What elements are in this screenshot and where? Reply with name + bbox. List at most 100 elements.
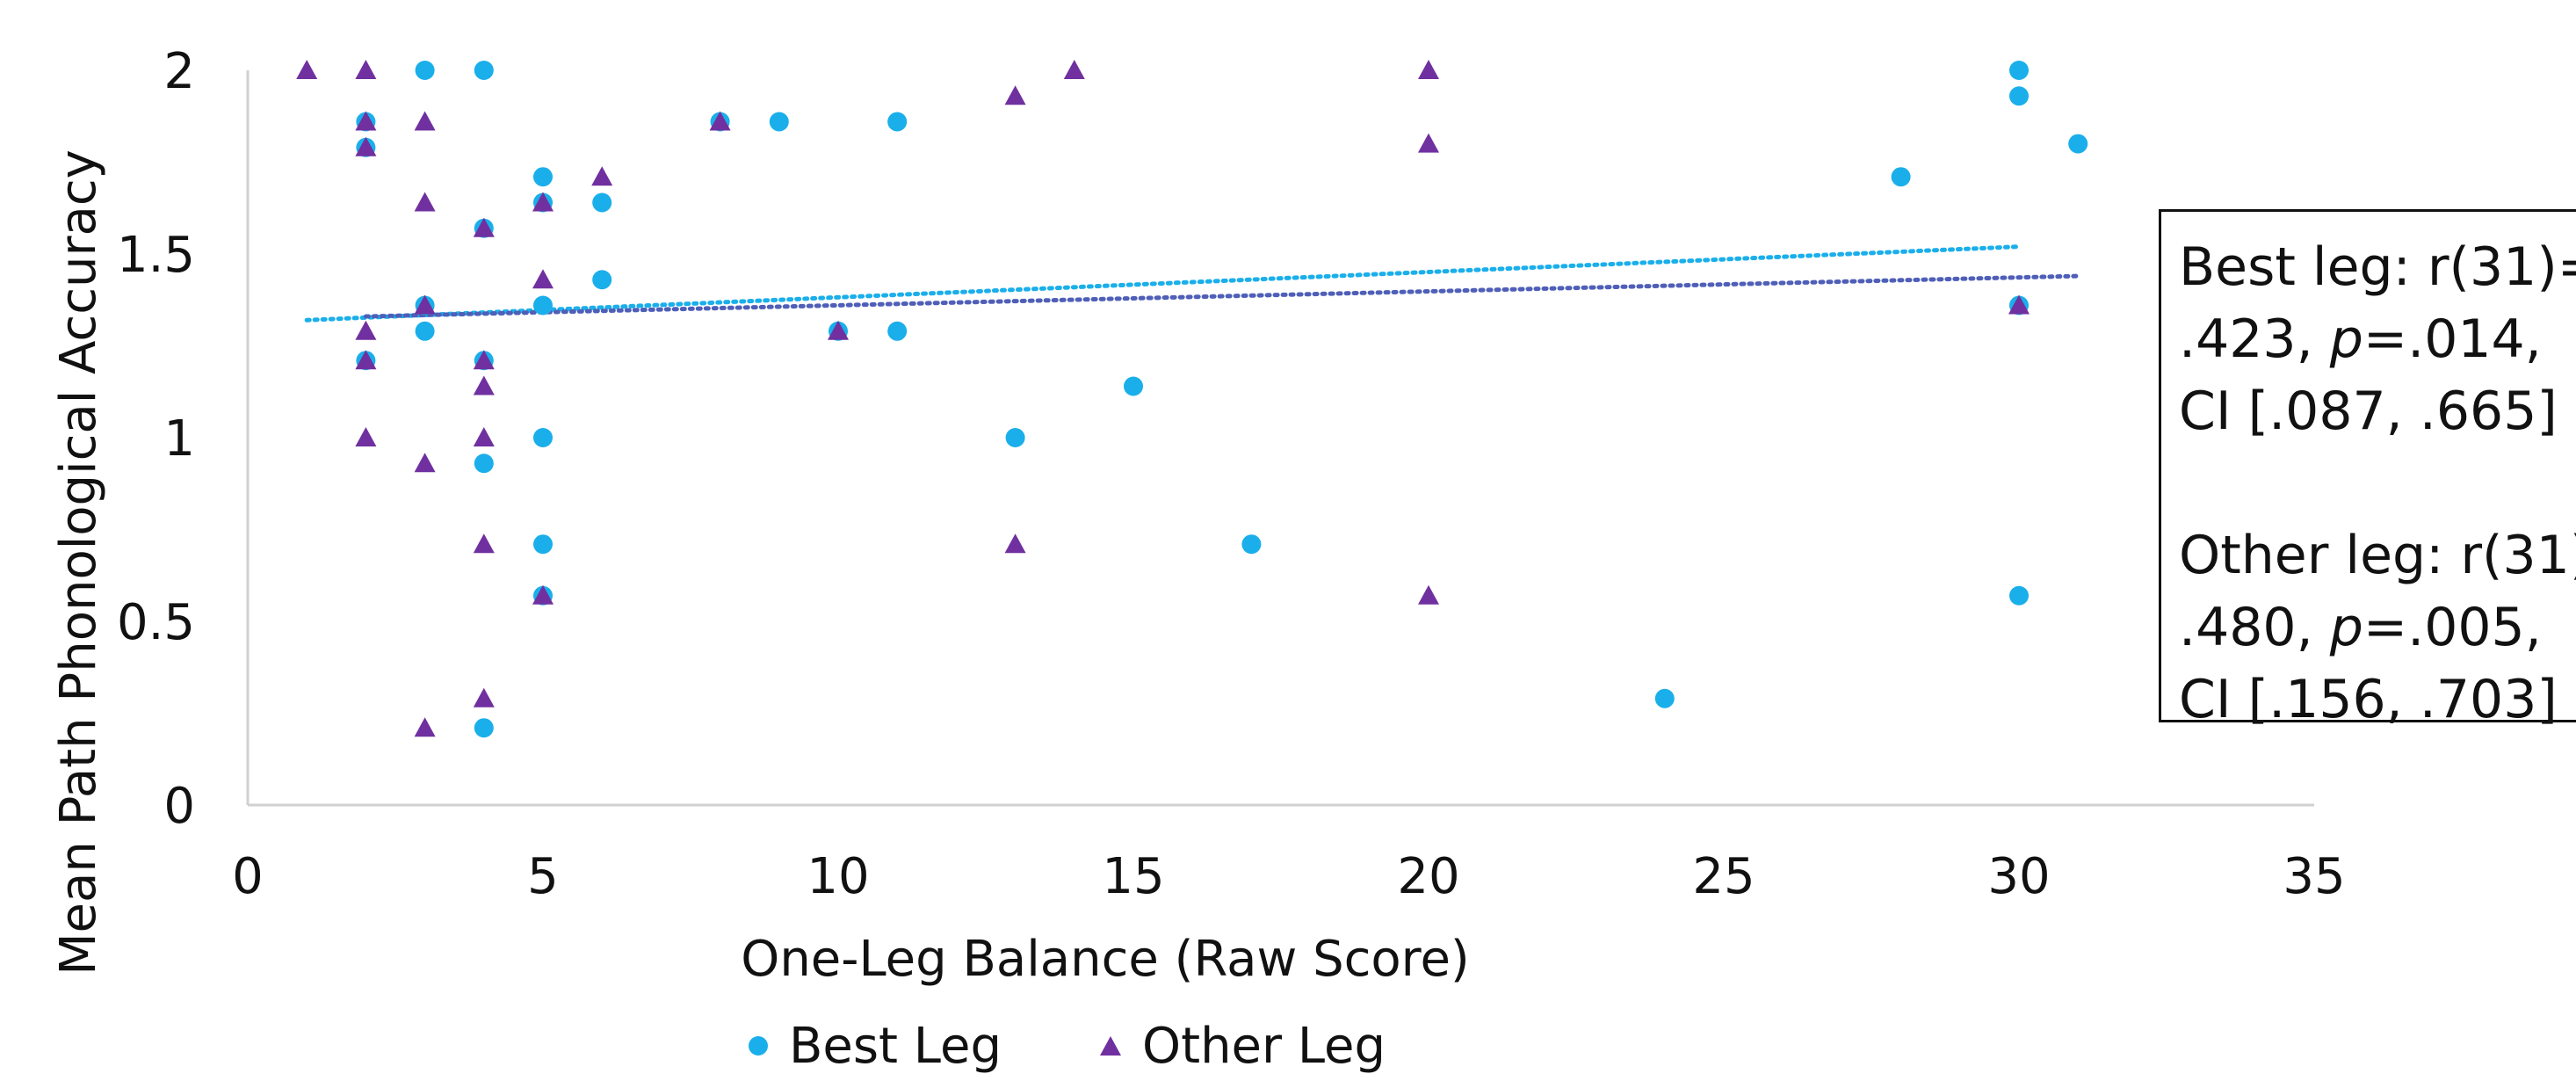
trendlines (304, 244, 2080, 323)
data-points (296, 60, 2088, 738)
best-leg-line2: .423, p=.014, (2179, 303, 2576, 375)
best-leg-point (533, 167, 553, 187)
stats-gap (2179, 447, 2576, 519)
circle-marker-icon (749, 1036, 768, 1056)
best-leg-p-symbol: p (2329, 308, 2363, 370)
other-leg-point (1418, 133, 1439, 153)
other-leg-point (355, 136, 377, 156)
y-tick-label: 0.5 (117, 594, 195, 651)
other-leg-point (473, 217, 495, 237)
other-leg-point (355, 111, 377, 131)
other-leg-point (1004, 85, 1026, 105)
x-tick-label: 25 (1692, 848, 1755, 905)
best-leg-point (415, 61, 435, 80)
other-leg-point (591, 166, 613, 186)
other-leg-ci: CI [.156, .703] (2179, 669, 2558, 730)
best-leg-point (533, 534, 553, 555)
best-leg-point (474, 61, 494, 80)
best-leg-point (533, 428, 553, 447)
other-leg-point (296, 60, 318, 79)
best-leg-point (415, 321, 435, 341)
y-tick-label: 0 (163, 778, 195, 835)
best-leg-point (1654, 688, 1675, 708)
other-leg-point (473, 687, 495, 707)
other-leg-point (2008, 294, 2030, 315)
other-leg-point (828, 320, 849, 340)
other-leg-line1: Other leg: r(31)= (2179, 525, 2576, 586)
x-tick-label: 35 (2283, 848, 2345, 905)
other-leg-point (414, 717, 436, 737)
best-leg-point (592, 270, 612, 290)
best-leg-point (474, 453, 494, 474)
x-tick-label: 0 (232, 848, 264, 905)
other-leg-r: .480, (2179, 597, 2330, 658)
other-leg-trendline (363, 273, 2080, 319)
other-leg-p-value: =.005, (2363, 597, 2542, 658)
x-tick-label: 20 (1397, 848, 1459, 905)
best-leg-p-value: =.014, (2363, 308, 2542, 370)
other-leg-point (473, 375, 495, 395)
other-leg-point (1418, 584, 1439, 605)
best-leg-point (2009, 86, 2029, 106)
best-leg-point (887, 321, 908, 341)
other-leg-line2: .480, p=.005, (2179, 591, 2576, 664)
other-leg-p-symbol: p (2329, 597, 2363, 658)
best-leg-r: .423, (2179, 308, 2330, 370)
best-leg-point (2009, 585, 2029, 606)
other-leg-stats: Other leg: r(31)= .480, p=.005, CI [.156… (2179, 519, 2576, 736)
other-leg-point (414, 294, 436, 315)
x-tick-label: 30 (1987, 848, 2050, 905)
chart-axes (246, 70, 2314, 807)
other-leg-point (473, 427, 495, 446)
x-tick-label: 15 (1102, 848, 1164, 905)
x-tick-label: 10 (807, 848, 869, 905)
best-leg-point (1241, 534, 1262, 555)
best-leg-point (1124, 376, 1143, 396)
other-leg-point (414, 111, 436, 131)
x-tick-label: 5 (527, 848, 559, 905)
best-leg-ci: CI [.087, .665] (2179, 381, 2558, 442)
other-leg-point (532, 584, 554, 605)
chart-legend: Best Leg Other Leg (747, 1011, 1482, 1081)
other-leg-point (532, 192, 554, 212)
best-leg-point (1891, 167, 1911, 187)
other-leg-point (709, 111, 731, 131)
best-leg-trendline (304, 244, 2022, 323)
other-leg-point (473, 350, 495, 370)
correlation-stats-box: Best leg: r(31)= .423, p=.014, CI [.087,… (2159, 209, 2576, 730)
best-leg-point (533, 295, 553, 316)
best-leg-point (592, 192, 612, 213)
other-leg-point (355, 350, 377, 370)
other-leg-point (355, 427, 377, 446)
x-tick-labels: 0 5 10 15 20 25 30 35 (232, 848, 2345, 905)
best-leg-point (887, 112, 908, 132)
y-tick-labels: 0 0.5 1 1.5 2 (117, 43, 195, 835)
best-leg-point (2068, 134, 2088, 154)
x-axis-label: One-Leg Balance (Raw Score) (741, 931, 1470, 988)
other-leg-point (1063, 60, 1085, 79)
best-leg-point (1005, 428, 1025, 447)
y-tick-label: 2 (163, 43, 195, 100)
best-leg-line1: Best leg: r(31)= (2179, 236, 2576, 298)
best-leg-point (769, 112, 789, 132)
other-leg-point (414, 453, 436, 473)
best-leg-point (474, 718, 494, 738)
y-tick-label: 1.5 (117, 227, 195, 284)
other-leg-point (355, 320, 377, 340)
legend-item-other-leg: Other Leg (1098, 1018, 1386, 1075)
legend-label-best-leg: Best Leg (789, 1017, 1002, 1075)
legend-item-best-leg: Best Leg (747, 1018, 1002, 1075)
y-tick-label: 1 (163, 410, 195, 468)
legend-label-other-leg: Other Leg (1142, 1017, 1386, 1075)
other-leg-point (1004, 533, 1026, 554)
other-leg-point (532, 269, 554, 289)
other-leg-point (473, 533, 495, 554)
other-leg-point (1418, 60, 1439, 79)
triangle-marker-icon (1100, 1036, 1122, 1056)
other-leg-point (355, 60, 377, 79)
y-axis-label: Mean Path Phonological Accuracy (50, 149, 107, 976)
best-leg-stats: Best leg: r(31)= .423, p=.014, CI [.087,… (2179, 231, 2576, 447)
other-leg-point (414, 192, 436, 212)
best-leg-point (2009, 61, 2029, 80)
